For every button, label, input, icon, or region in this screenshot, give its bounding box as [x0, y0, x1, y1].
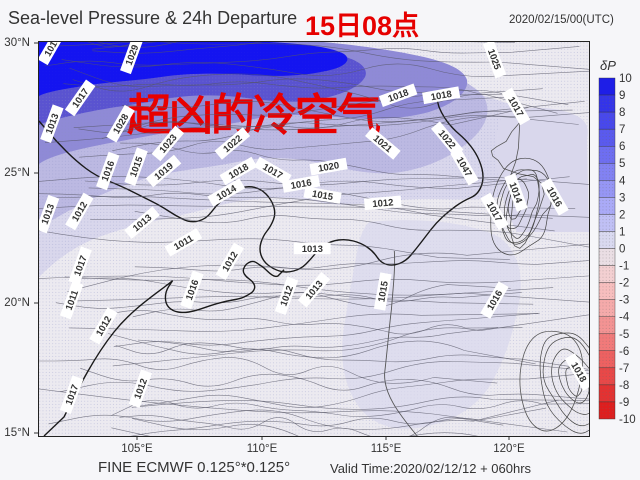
svg-text:1: 1 [619, 227, 625, 239]
svg-text:-5: -5 [619, 329, 629, 341]
svg-text:1013: 1013 [302, 244, 323, 255]
svg-text:110°E: 110°E [247, 443, 278, 455]
svg-text:10: 10 [619, 73, 632, 85]
svg-text:8: 8 [619, 107, 625, 119]
svg-text:105°E: 105°E [121, 443, 153, 455]
svg-text:-3: -3 [619, 295, 629, 307]
svg-text:-9: -9 [619, 397, 629, 409]
svg-text:25°N: 25°N [4, 167, 30, 179]
svg-text:-2: -2 [619, 278, 629, 290]
svg-text:15°N: 15°N [4, 427, 30, 439]
svg-text:-1: -1 [619, 261, 629, 273]
svg-text:1012: 1012 [372, 197, 394, 210]
svg-text:9: 9 [619, 90, 625, 102]
svg-text:4: 4 [619, 175, 626, 187]
svg-text:115°E: 115°E [371, 443, 402, 455]
svg-text:3: 3 [619, 192, 625, 204]
svg-text:120°E: 120°E [493, 443, 525, 455]
svg-text:20°N: 20°N [4, 297, 30, 309]
svg-text:5: 5 [619, 158, 625, 170]
svg-text:-4: -4 [619, 312, 630, 324]
svg-text:6: 6 [619, 141, 625, 153]
svg-text:-10: -10 [619, 414, 636, 426]
svg-text:-6: -6 [619, 346, 629, 358]
svg-text:0: 0 [619, 244, 625, 256]
svg-text:超凶的冷空气: 超凶的冷空气 [127, 91, 381, 140]
svg-text:2: 2 [619, 209, 625, 221]
svg-text:-7: -7 [619, 363, 629, 375]
svg-text:-8: -8 [619, 380, 629, 392]
svg-text:30°N: 30°N [4, 37, 30, 49]
svg-text:7: 7 [619, 124, 625, 136]
